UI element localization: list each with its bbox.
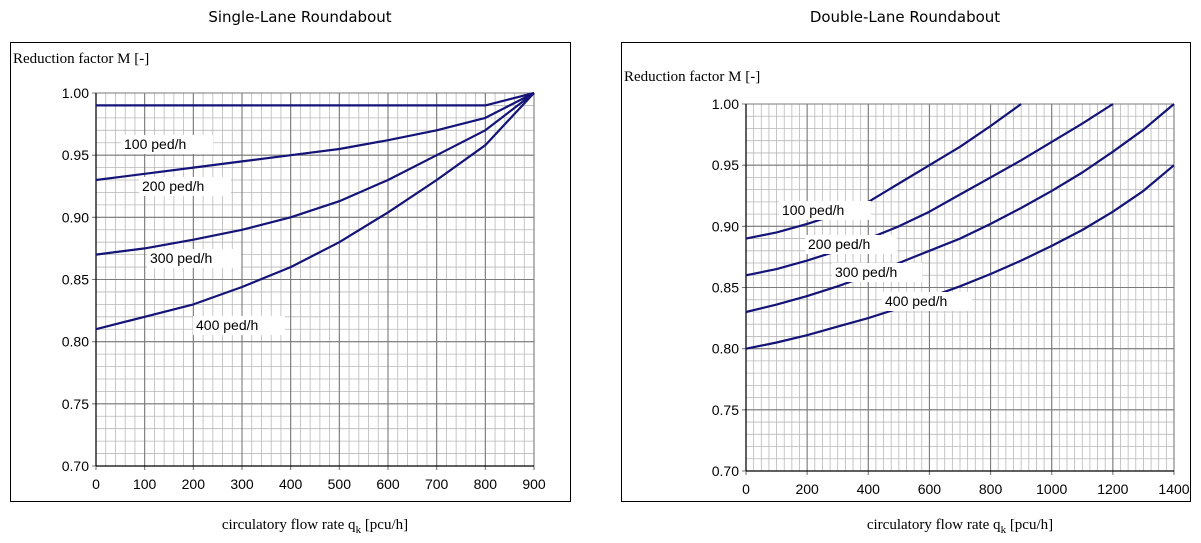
y-tick-label: 0.90	[712, 218, 739, 234]
x-tick-label: 400	[279, 476, 303, 492]
chart-0: 0 100 200 300 400 500 600 700 800 900 0.70 0.75 0.80…	[10, 42, 571, 536]
y-tick-label: 0.85	[712, 280, 739, 296]
series-line-400-ped-h	[95, 92, 535, 331]
x-tick-label: 100	[133, 476, 157, 492]
x-tick-label: 0	[92, 476, 100, 492]
x-tick-label: 1200	[1097, 481, 1128, 497]
series-label-bg	[805, 235, 897, 254]
series-line-300-ped-h	[745, 103, 1175, 314]
y-tick-label: 0.70	[62, 458, 89, 474]
x-tick-label: 800	[474, 476, 498, 492]
series-label-bg	[139, 177, 231, 196]
y-tick-label: 0.80	[712, 341, 739, 357]
x-tick-label: 800	[979, 481, 1003, 497]
x-tick-label: 300	[230, 476, 254, 492]
series-line-300-ped-h	[95, 92, 535, 256]
y-tick-label: 1.00	[62, 85, 89, 101]
y-tick-label: 0.95	[62, 147, 89, 163]
x-axis-label: circulatory flow rate qk [pcu/h]	[867, 517, 1053, 536]
series-label: 100 ped/h	[782, 202, 844, 218]
x-tick-label: 600	[376, 476, 400, 492]
x-tick-label: 1000	[1036, 481, 1067, 497]
chart-title-double: Double-Lane Roundabout	[809, 8, 1001, 26]
chart-title-single: Single-Lane Roundabout	[208, 8, 392, 26]
series-label: 200 ped/h	[142, 178, 204, 194]
series-label-bg	[121, 135, 213, 154]
x-tick-label: 900	[522, 476, 546, 492]
series-label: 300 ped/h	[835, 264, 897, 280]
series-line-200-ped-h	[95, 92, 535, 182]
x-tick-label: 700	[425, 476, 449, 492]
x-tick-label: 200	[182, 476, 206, 492]
chart-1: 0 200 400 600 800 1000 1200 1400 0.70 0.75 0.80 0.8…	[621, 42, 1191, 536]
series-line-100-ped-h	[96, 91, 535, 107]
x-tick-label: 1400	[1158, 481, 1189, 497]
series-label: 100 ped/h	[124, 136, 186, 152]
x-tick-label: 500	[328, 476, 352, 492]
y-tick-label: 0.75	[712, 402, 739, 418]
series-label: 400 ped/h	[885, 293, 947, 309]
x-tick-label: 200	[795, 481, 819, 497]
x-tick-label: 400	[857, 481, 881, 497]
series-label-bg	[882, 292, 972, 311]
y-axis-label: Reduction factor M [-]	[624, 69, 760, 85]
series-label: 300 ped/h	[150, 250, 212, 266]
x-axis-label: circulatory flow rate qk [pcu/h]	[222, 517, 408, 536]
y-tick-label: 0.90	[62, 209, 89, 225]
y-tick-label: 0.85	[62, 272, 89, 288]
series-label-bg	[147, 249, 241, 268]
series-line-400-ped-h	[745, 164, 1175, 350]
series-label: 200 ped/h	[808, 236, 870, 252]
y-tick-label: 0.95	[712, 157, 739, 173]
y-tick-label: 0.70	[712, 463, 739, 479]
y-tick-label: 0.75	[62, 396, 89, 412]
y-tick-label: 1.00	[712, 96, 739, 112]
y-axis-label: Reduction factor M [-]	[13, 51, 149, 67]
series-line-100-ped-h	[745, 103, 1022, 240]
series-label-bg	[779, 201, 871, 220]
x-tick-label: 0	[742, 481, 750, 497]
series-line-200-ped-h	[745, 103, 1114, 277]
x-tick-label: 600	[918, 481, 942, 497]
series-label: 400 ped/h	[196, 317, 258, 333]
series-label-bg	[832, 263, 922, 282]
y-tick-label: 0.80	[62, 334, 89, 350]
series-label-bg	[193, 316, 285, 335]
